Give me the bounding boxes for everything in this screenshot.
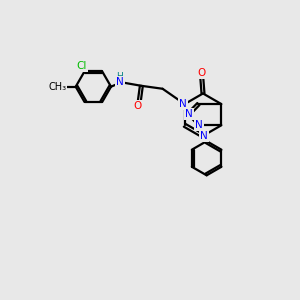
- Text: N: N: [200, 131, 208, 142]
- Text: N: N: [195, 120, 203, 130]
- Text: Cl: Cl: [76, 61, 87, 71]
- Text: CH₃: CH₃: [48, 82, 67, 92]
- Text: N: N: [185, 110, 193, 119]
- Text: H: H: [116, 73, 123, 82]
- Text: N: N: [179, 99, 187, 109]
- Text: O: O: [134, 101, 142, 111]
- Text: N: N: [116, 77, 124, 87]
- Text: O: O: [198, 68, 206, 78]
